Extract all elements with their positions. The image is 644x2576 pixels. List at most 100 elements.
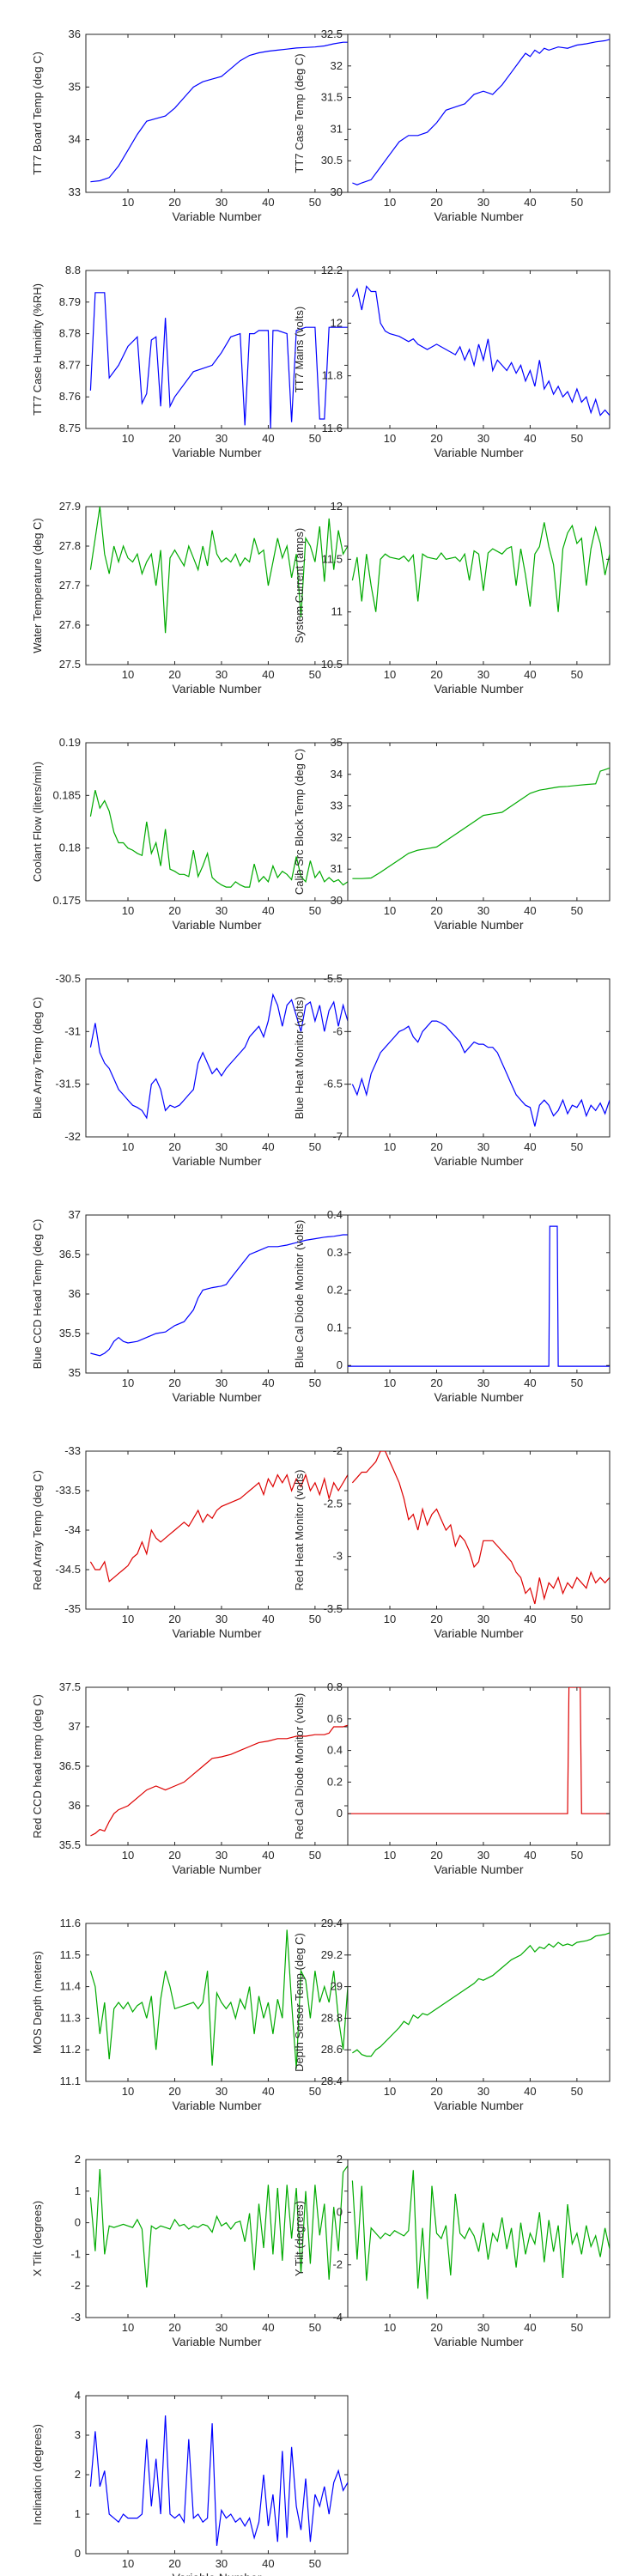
y-tick-label: 0 [75, 2216, 81, 2229]
x-tick-label: 10 [122, 196, 134, 209]
axes-box [85, 978, 349, 1138]
y-axis-label: TT7 Case Temp (deg C) [293, 53, 306, 173]
y-tick-label: 11.8 [322, 369, 343, 382]
x-tick-label: 10 [384, 1376, 396, 1389]
chart-panel: 10 20 30 40 50 35 35.5 36 36.5 37 Variable Number B… [31, 1208, 349, 1404]
axes-box [347, 506, 611, 665]
series-line [90, 1724, 348, 1837]
chart-panel: 10 20 30 40 50 27.5 27.6 27.7 27.8 27.9 Variable N… [31, 500, 349, 696]
axes-box [347, 742, 611, 902]
x-tick-label: 50 [309, 1849, 321, 1862]
y-tick-label: -6 [332, 1024, 343, 1037]
y-axis-label: Y Tilt (degrees) [293, 2201, 306, 2276]
y-tick-label: 27.9 [59, 500, 81, 513]
series-line [90, 1234, 348, 1357]
y-axis-label: TT7 Mains (volts) [293, 307, 306, 392]
x-tick-label: 40 [524, 2085, 536, 2098]
x-tick-label: 10 [122, 1849, 134, 1862]
x-tick-label: 30 [477, 668, 489, 681]
y-tick-label: 34 [69, 133, 81, 146]
x-tick-label: 20 [430, 668, 442, 681]
y-tick-label: -31 [64, 1024, 81, 1037]
x-tick-label: 10 [384, 2321, 396, 2334]
x-tick-label: 40 [524, 196, 536, 209]
y-tick-label: 11 [331, 605, 343, 618]
series-line [352, 1932, 610, 2057]
y-tick-label: 0.2 [327, 1775, 343, 1788]
y-tick-label: 12 [331, 316, 343, 329]
y-tick-label: 27.8 [59, 539, 81, 552]
series-line [348, 1225, 610, 1367]
x-tick-label: 50 [309, 1140, 321, 1153]
x-tick-label: 50 [571, 1140, 583, 1153]
y-tick-label: -5.5 [324, 972, 343, 985]
y-tick-label: 36 [69, 1287, 81, 1300]
x-axis-label: Variable Number [434, 446, 523, 459]
y-tick-label: 8.76 [59, 390, 81, 403]
x-tick-label: 30 [477, 2321, 489, 2334]
x-tick-label: 40 [524, 432, 536, 445]
y-tick-label: 0 [75, 2547, 81, 2560]
y-tick-label: -34 [64, 1523, 81, 1536]
y-tick-label: 32 [331, 59, 343, 72]
x-tick-label: 30 [216, 196, 228, 209]
y-tick-label: -33 [64, 1444, 81, 1457]
x-axis-label: Variable Number [172, 918, 261, 932]
y-tick-label: 33 [331, 799, 343, 812]
y-tick-label: 36 [69, 27, 81, 40]
x-tick-label: 20 [430, 2085, 442, 2098]
y-tick-label: 28.6 [321, 2043, 343, 2056]
y-axis-label: MOS Depth (meters) [31, 1951, 44, 2054]
y-tick-label: 11.2 [60, 2043, 81, 2056]
x-tick-label: 20 [168, 1140, 180, 1153]
series-line [351, 522, 610, 612]
x-axis-label: Variable Number [434, 1626, 523, 1640]
chart-panel: 10 20 30 40 50 11.1 11.2 11.3 11.4 11.5 11.6 Variab… [31, 1917, 349, 2112]
y-tick-label: -30.5 [55, 972, 81, 985]
y-tick-label: 2 [75, 2468, 81, 2481]
y-tick-label: 0.1 [327, 1321, 343, 1334]
y-tick-label: 12.2 [321, 264, 343, 276]
x-tick-label: 10 [384, 432, 396, 445]
x-tick-label: 10 [384, 904, 396, 917]
x-tick-label: 10 [122, 904, 134, 917]
series-line [352, 767, 610, 879]
series-line [89, 292, 348, 428]
series-line [351, 1020, 610, 1127]
x-tick-label: 40 [262, 904, 274, 917]
x-tick-label: 20 [430, 1849, 442, 1862]
x-tick-label: 20 [430, 1140, 442, 1153]
x-tick-label: 10 [122, 2085, 134, 2098]
x-tick-label: 30 [216, 2085, 228, 2098]
axes-box [347, 33, 611, 193]
y-tick-label: 0.4 [327, 1208, 343, 1221]
x-tick-label: 10 [122, 432, 134, 445]
x-tick-label: 20 [430, 2321, 442, 2334]
series-line [89, 790, 348, 888]
series-line [351, 285, 610, 416]
y-tick-label: 11.6 [322, 422, 343, 434]
y-tick-label: 32.5 [321, 27, 343, 40]
series-line [89, 2415, 348, 2546]
series-line [89, 1473, 348, 1583]
x-axis-label: Variable Number [172, 2335, 261, 2348]
y-axis-label: TT7 Case Humidity (%RH) [31, 283, 44, 416]
y-tick-label: 35 [331, 736, 343, 749]
y-tick-label: 0.8 [327, 1680, 343, 1693]
x-tick-label: 50 [571, 196, 583, 209]
y-tick-label: -3.5 [324, 1602, 343, 1615]
x-axis-label: Variable Number [434, 918, 523, 932]
y-tick-label: -35 [64, 1602, 81, 1615]
x-tick-label: 30 [477, 1376, 489, 1389]
y-tick-label: 31 [331, 862, 343, 875]
y-axis-label: Red CCD head temp (deg C) [31, 1694, 44, 1838]
series-line [89, 1929, 348, 2069]
y-tick-label: 34 [331, 768, 343, 781]
x-tick-label: 40 [524, 668, 536, 681]
x-tick-label: 40 [524, 904, 536, 917]
x-tick-label: 40 [524, 1613, 536, 1625]
x-tick-label: 50 [571, 668, 583, 681]
x-axis-label: Variable Number [172, 2099, 261, 2112]
axes-box [347, 1923, 611, 2082]
series-line [89, 507, 348, 634]
